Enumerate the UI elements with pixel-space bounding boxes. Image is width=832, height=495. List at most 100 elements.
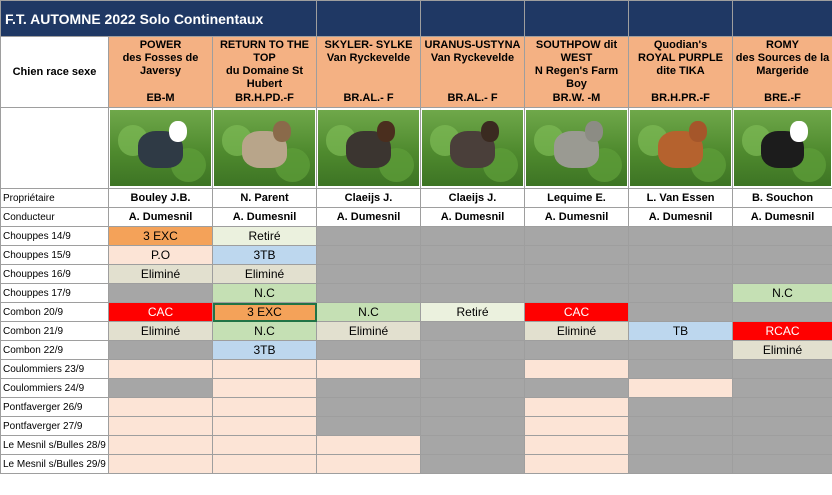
result-cell[interactable] (420, 264, 526, 284)
result-cell[interactable] (732, 454, 832, 474)
result-cell[interactable] (420, 226, 526, 246)
result-cell[interactable]: N.C (211, 321, 318, 341)
handler-cell[interactable]: A. Dumesnil (316, 207, 422, 227)
result-cell[interactable] (524, 226, 630, 246)
trial-label[interactable]: Le Mesnil s/Bulles 28/9 (0, 435, 109, 455)
result-cell[interactable] (524, 264, 630, 284)
result-cell[interactable] (211, 454, 318, 474)
result-cell[interactable] (316, 378, 422, 398)
header-blank-cell[interactable] (524, 0, 630, 37)
result-cell[interactable] (420, 359, 526, 379)
result-cell[interactable] (211, 397, 318, 417)
owner-cell[interactable]: L. Van Essen (628, 188, 734, 208)
row-label[interactable]: Propriétaire (0, 188, 109, 208)
result-cell[interactable]: Eliminé (524, 321, 630, 341)
owner-cell[interactable]: Claeijs J. (316, 188, 422, 208)
result-cell[interactable] (628, 226, 734, 246)
result-cell[interactable] (211, 359, 318, 379)
result-cell[interactable] (108, 340, 213, 360)
dog-header-cell[interactable]: SKYLER- SYLKE Van Ryckevelde BR.AL.- F (316, 36, 422, 108)
handler-cell[interactable]: A. Dumesnil (524, 207, 630, 227)
result-cell[interactable]: CAC (524, 302, 630, 322)
result-cell[interactable] (316, 416, 422, 436)
result-cell[interactable] (420, 378, 526, 398)
result-cell[interactable] (524, 245, 630, 265)
result-cell[interactable]: Retiré (211, 226, 318, 246)
result-cell[interactable] (108, 359, 213, 379)
photo-row-label-cell[interactable] (0, 107, 109, 189)
result-cell[interactable] (732, 435, 832, 455)
result-cell[interactable] (316, 283, 422, 303)
owner-cell[interactable]: B. Souchon (732, 188, 832, 208)
owner-cell[interactable]: N. Parent (211, 188, 318, 208)
trial-label[interactable]: Chouppes 15/9 (0, 245, 109, 265)
result-cell[interactable] (628, 283, 734, 303)
result-cell[interactable] (211, 435, 318, 455)
result-cell[interactable] (108, 397, 213, 417)
dog-photo-cell[interactable] (732, 107, 832, 189)
result-cell[interactable] (316, 245, 422, 265)
result-cell[interactable]: CAC (108, 302, 213, 322)
result-cell[interactable]: 3 EXC (108, 226, 213, 246)
result-cell[interactable] (420, 435, 526, 455)
result-cell[interactable] (420, 245, 526, 265)
dog-header-cell[interactable]: SOUTHPOW dit WEST N Regen's Farm Boy BR.W. -… (524, 36, 630, 108)
sheet-title[interactable]: F.T. AUTOMNE 2022 Solo Continentaux (0, 0, 318, 37)
result-cell[interactable] (316, 226, 422, 246)
result-cell[interactable] (628, 435, 734, 455)
result-cell[interactable] (524, 340, 630, 360)
result-cell[interactable] (108, 416, 213, 436)
result-cell[interactable]: RCAC (732, 321, 832, 341)
owner-cell[interactable]: Bouley J.B. (108, 188, 213, 208)
result-cell[interactable]: 3 EXC (211, 302, 318, 322)
trial-label[interactable]: Le Mesnil s/Bulles 29/9 (0, 454, 109, 474)
result-cell[interactable] (211, 416, 318, 436)
result-cell[interactable] (316, 435, 422, 455)
handler-cell[interactable]: A. Dumesnil (420, 207, 526, 227)
result-cell[interactable]: Retiré (420, 302, 526, 322)
handler-cell[interactable]: A. Dumesnil (628, 207, 734, 227)
result-cell[interactable]: N.C (211, 283, 318, 303)
result-cell[interactable] (628, 416, 734, 436)
result-cell[interactable] (524, 454, 630, 474)
result-cell[interactable] (316, 397, 422, 417)
dog-photo-cell[interactable] (420, 107, 526, 189)
result-cell[interactable] (732, 302, 832, 322)
result-cell[interactable] (524, 416, 630, 436)
trial-label[interactable]: Combon 22/9 (0, 340, 109, 360)
result-cell[interactable] (524, 435, 630, 455)
result-cell[interactable] (524, 378, 630, 398)
dog-photo-cell[interactable] (108, 107, 213, 189)
result-cell[interactable]: TB (628, 321, 734, 341)
dog-header-cell[interactable]: ROMY des Sources de la Margeride BRE.-F (732, 36, 832, 108)
result-cell[interactable] (524, 397, 630, 417)
result-cell[interactable]: 3TB (211, 340, 318, 360)
header-blank-cell[interactable] (316, 0, 422, 37)
trial-label[interactable]: Coulommiers 23/9 (0, 359, 109, 379)
dog-photo-cell[interactable] (628, 107, 734, 189)
trial-label[interactable]: Combon 21/9 (0, 321, 109, 341)
result-cell[interactable]: N.C (732, 283, 832, 303)
result-cell[interactable]: Eliminé (316, 321, 422, 341)
dog-header-cell[interactable]: RETURN TO THE TOP du Domaine St Hubert BR.H.… (211, 36, 318, 108)
result-cell[interactable]: P.O (108, 245, 213, 265)
handler-cell[interactable]: A. Dumesnil (211, 207, 318, 227)
column-header-label[interactable]: Chien race sexe (0, 36, 109, 108)
trial-label[interactable]: Chouppes 14/9 (0, 226, 109, 246)
result-cell[interactable]: Eliminé (108, 264, 213, 284)
result-cell[interactable] (316, 454, 422, 474)
result-cell[interactable] (732, 264, 832, 284)
result-cell[interactable] (420, 340, 526, 360)
result-cell[interactable]: N.C (316, 302, 422, 322)
dog-photo-cell[interactable] (316, 107, 422, 189)
dog-header-cell[interactable]: POWER des Fosses de Javersy EB-M (108, 36, 213, 108)
result-cell[interactable] (628, 302, 734, 322)
handler-cell[interactable]: A. Dumesnil (108, 207, 213, 227)
trial-label[interactable]: Chouppes 17/9 (0, 283, 109, 303)
result-cell[interactable]: Eliminé (211, 264, 318, 284)
result-cell[interactable] (108, 378, 213, 398)
result-cell[interactable] (316, 340, 422, 360)
result-cell[interactable] (108, 283, 213, 303)
trial-label[interactable]: Chouppes 16/9 (0, 264, 109, 284)
result-cell[interactable] (628, 245, 734, 265)
